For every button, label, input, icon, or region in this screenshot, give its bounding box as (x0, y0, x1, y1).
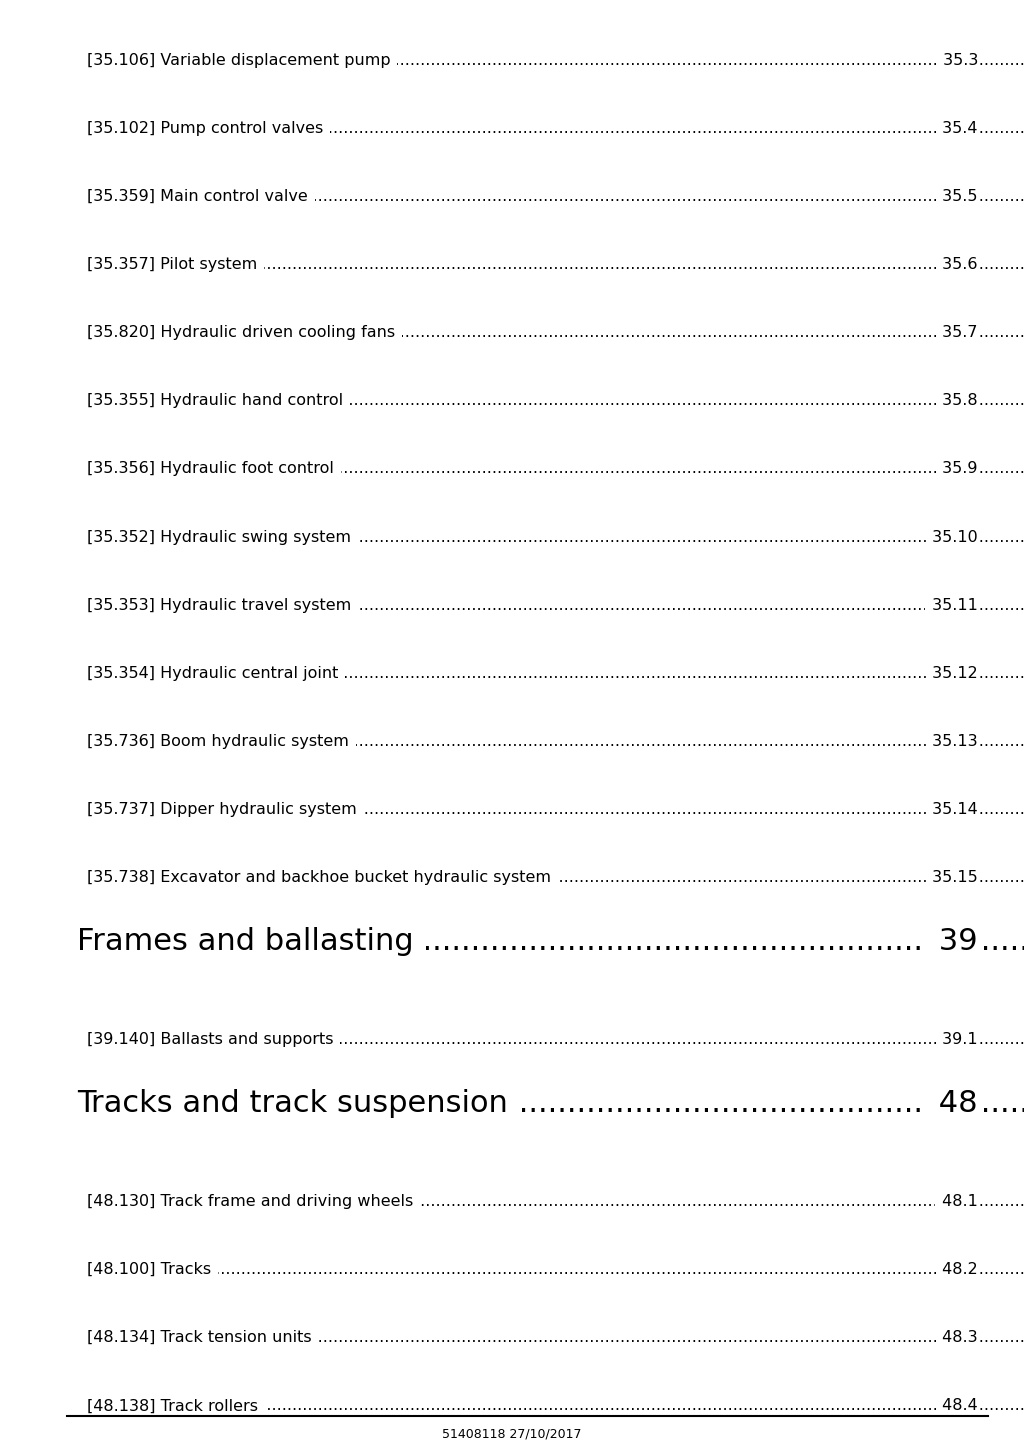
Text: [35.353] Hydraulic travel system: [35.353] Hydraulic travel system (87, 598, 356, 613)
Text: [35.352] Hydraulic swing system: [35.352] Hydraulic swing system (87, 530, 356, 544)
Text: 35.13: 35.13 (928, 734, 978, 749)
Text: 35.7: 35.7 (937, 326, 978, 340)
Text: [48.138] Track rollers: [48.138] Track rollers (87, 1399, 263, 1413)
Text: ................................................................................: ........................................… (87, 1263, 1024, 1277)
Text: 48.4: 48.4 (937, 1399, 978, 1413)
Text: [48.134] Track tension units: [48.134] Track tension units (87, 1331, 316, 1345)
Text: 35.8: 35.8 (937, 394, 978, 408)
Text: ................................................................................: ........................................… (87, 530, 1024, 544)
Text: 35.10: 35.10 (927, 530, 978, 544)
Text: [35.736] Boom hydraulic system: [35.736] Boom hydraulic system (87, 734, 354, 749)
Text: ................................................................................: ........................................… (87, 394, 1024, 408)
Text: ................................................................................: ........................................… (87, 258, 1024, 272)
Text: [35.737] Dipper hydraulic system: [35.737] Dipper hydraulic system (87, 802, 361, 817)
Text: ................................................................................: ........................................… (87, 1331, 1024, 1345)
Text: 35.11: 35.11 (927, 598, 978, 613)
Text: ................................................................................: ........................................… (87, 462, 1024, 476)
Text: ................................................................................: ........................................… (87, 870, 1024, 885)
Text: ................................................................................: ........................................… (87, 734, 1024, 749)
Text: [35.356] Hydraulic foot control: [35.356] Hydraulic foot control (87, 462, 339, 476)
Text: [35.359] Main control valve: [35.359] Main control valve (87, 190, 313, 204)
Text: ................................................................................: ........................................… (87, 54, 1024, 68)
Text: 35.5: 35.5 (937, 190, 978, 204)
Text: 35.4: 35.4 (937, 122, 978, 136)
Text: [35.355] Hydraulic hand control: [35.355] Hydraulic hand control (87, 394, 348, 408)
Text: 35.14: 35.14 (927, 802, 978, 817)
Text: 48.2: 48.2 (937, 1263, 978, 1277)
Text: Tracks and track suspension: Tracks and track suspension (77, 1089, 517, 1118)
Text: [48.130] Track frame and driving wheels: [48.130] Track frame and driving wheels (87, 1195, 419, 1209)
Text: [35.357] Pilot system: [35.357] Pilot system (87, 258, 262, 272)
Text: 48.3: 48.3 (937, 1331, 978, 1345)
Text: [35.738] Excavator and backhoe bucket hydraulic system: [35.738] Excavator and backhoe bucket hy… (87, 870, 556, 885)
Text: ................................................................................: ........................................… (87, 1399, 1024, 1413)
Text: ................................................................................: ........................................… (87, 1195, 1024, 1209)
Text: 35.12: 35.12 (927, 666, 978, 681)
Text: ................................................................................: ........................................… (87, 122, 1024, 136)
Text: 39.1: 39.1 (937, 1032, 978, 1047)
Text: [35.106] Variable displacement pump: [35.106] Variable displacement pump (87, 54, 396, 68)
Text: [39.140] Ballasts and supports: [39.140] Ballasts and supports (87, 1032, 339, 1047)
Text: ................................................................................: ........................................… (77, 927, 1024, 956)
Text: [35.820] Hydraulic driven cooling fans: [35.820] Hydraulic driven cooling fans (87, 326, 400, 340)
Text: [35.354] Hydraulic central joint: [35.354] Hydraulic central joint (87, 666, 343, 681)
Text: ................................................................................: ........................................… (87, 326, 1024, 340)
Text: [48.100] Tracks: [48.100] Tracks (87, 1263, 216, 1277)
Text: 35.15: 35.15 (927, 870, 978, 885)
Text: ................................................................................: ........................................… (87, 598, 1024, 613)
Text: ................................................................................: ........................................… (77, 1089, 1024, 1118)
Text: 51408118 27/10/2017: 51408118 27/10/2017 (442, 1428, 582, 1441)
Text: 39: 39 (930, 927, 978, 956)
Text: ................................................................................: ........................................… (87, 802, 1024, 817)
Text: 48.1: 48.1 (937, 1195, 978, 1209)
Text: 35.9: 35.9 (937, 462, 978, 476)
Text: 35.3: 35.3 (938, 54, 978, 68)
Text: Frames and ballasting: Frames and ballasting (77, 927, 423, 956)
Text: 48: 48 (930, 1089, 978, 1118)
Text: 35.6: 35.6 (937, 258, 978, 272)
Text: ................................................................................: ........................................… (87, 1032, 1024, 1047)
Text: [35.102] Pump control valves: [35.102] Pump control valves (87, 122, 329, 136)
Text: ................................................................................: ........................................… (87, 190, 1024, 204)
Text: ................................................................................: ........................................… (87, 666, 1024, 681)
